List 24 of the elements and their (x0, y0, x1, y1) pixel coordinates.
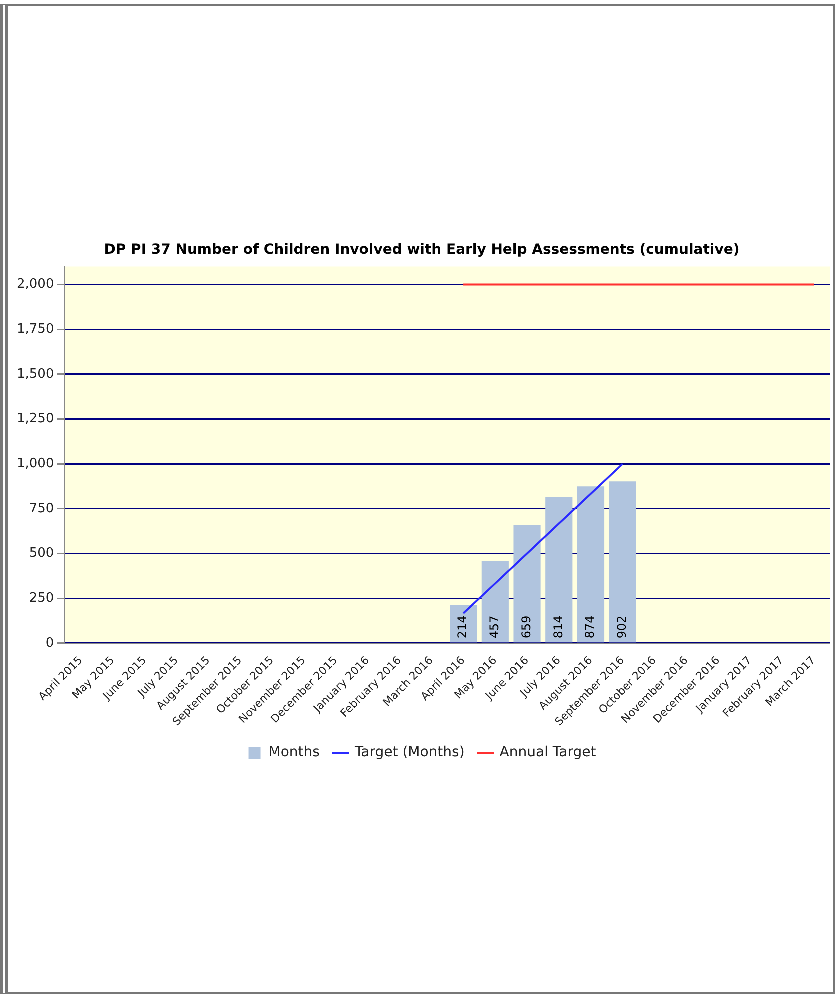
bar (482, 561, 509, 643)
y-tick-label: 1,000 (17, 456, 54, 472)
data-label: 902 (614, 616, 629, 639)
y-tick-label: 1,750 (17, 322, 54, 337)
legend-label: Annual Target (500, 744, 597, 761)
data-label: 214 (456, 616, 470, 639)
y-tick-label: 1,250 (17, 412, 54, 427)
bar (577, 486, 605, 643)
data-label: 659 (519, 616, 534, 639)
legend-label: Months (268, 744, 320, 761)
y-tick-label: 250 (29, 590, 54, 606)
y-tick-label: 0 (46, 636, 54, 651)
data-label: 814 (551, 616, 566, 639)
chart-title: DP PI 37 Number of Children Involved with Early Help Assessments (cumulative) (104, 242, 740, 258)
data-label: 457 (488, 616, 502, 639)
legend-label: Target (Months) (354, 744, 465, 761)
y-tick-label: 750 (29, 501, 54, 516)
y-tick-label: 2,000 (17, 277, 54, 292)
bar (514, 525, 541, 643)
bar (609, 482, 636, 643)
y-tick-label: 500 (29, 546, 54, 562)
data-label: 874 (583, 616, 598, 639)
bar (546, 497, 573, 643)
y-tick-label: 1,500 (17, 366, 54, 382)
